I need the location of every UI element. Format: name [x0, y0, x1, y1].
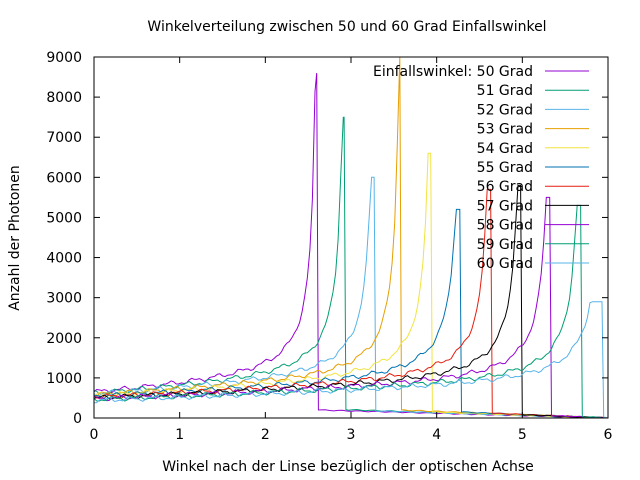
legend-label: 57 Grad	[477, 198, 533, 214]
legend-label: 59 Grad	[477, 237, 533, 253]
legend-label: 58 Grad	[477, 218, 533, 234]
x-tick-label: 0	[90, 427, 99, 443]
y-axis-label: Anzahl der Photonen	[7, 165, 23, 311]
y-tick-label: 8000	[46, 90, 82, 106]
x-axis-label: Winkel nach der Linse bezüglich der opti…	[162, 459, 534, 475]
x-tick-label: 5	[518, 427, 527, 443]
legend-label: 53 Grad	[477, 122, 533, 138]
series-line-5	[93, 152, 607, 419]
y-tick-label: 4000	[46, 251, 82, 267]
y-tick-label: 5000	[46, 210, 82, 226]
y-tick-label: 9000	[46, 50, 82, 66]
y-tick-label: 3000	[46, 291, 82, 307]
series-line-10	[93, 204, 607, 419]
ticks-layer: 0 1 2 3 4 5 6 0 1000 2000 3000 4000 5000 6000 7000 8000…	[46, 50, 612, 443]
legend-label: 55 Grad	[477, 160, 533, 176]
legend-label: 56 Grad	[477, 179, 533, 195]
y-tick-label: 1000	[46, 371, 82, 387]
series-line-9	[93, 196, 606, 419]
series-line-8	[93, 184, 607, 419]
x-tick-label: 2	[261, 427, 270, 443]
x-tick-label: 3	[347, 427, 356, 443]
legend-label: 60 Grad	[477, 256, 533, 272]
y-tick-label: 7000	[46, 130, 82, 146]
legend: Einfallswinkel: 50 Grad 51 Grad 52 Grad 53 …	[373, 64, 589, 272]
series-line-11	[93, 301, 607, 418]
legend-label: 52 Grad	[477, 102, 533, 118]
y-tick-label: 2000	[46, 331, 82, 347]
x-tick-label: 1	[175, 427, 184, 443]
chart-title: Winkelverteilung zwischen 50 und 60 Grad…	[147, 19, 546, 35]
y-tick-label: 6000	[46, 170, 82, 186]
legend-label: Einfallswinkel: 50 Grad	[373, 64, 533, 80]
x-tick-label: 4	[432, 427, 441, 443]
legend-label: 51 Grad	[477, 83, 533, 99]
series-layer	[93, 56, 609, 419]
x-tick-label: 6	[604, 427, 613, 443]
y-tick-label: 0	[73, 411, 82, 427]
legend-label: 54 Grad	[477, 141, 533, 157]
